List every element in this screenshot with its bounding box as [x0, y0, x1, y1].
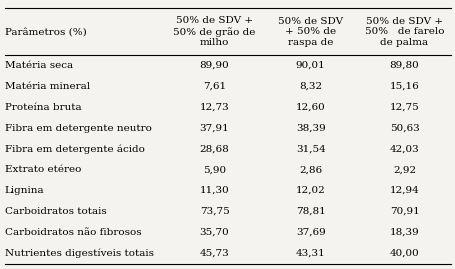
Text: 11,30: 11,30	[199, 186, 229, 195]
Text: 18,39: 18,39	[389, 228, 419, 237]
Text: 7,61: 7,61	[202, 82, 226, 91]
Text: 70,91: 70,91	[389, 207, 419, 216]
Text: 2,86: 2,86	[298, 165, 322, 174]
Text: Fibra em detergente ácido: Fibra em detergente ácido	[5, 144, 144, 154]
Text: Matéria seca: Matéria seca	[5, 61, 72, 70]
Text: 35,70: 35,70	[199, 228, 229, 237]
Text: 8,32: 8,32	[298, 82, 322, 91]
Text: 12,02: 12,02	[295, 186, 325, 195]
Text: 31,54: 31,54	[295, 144, 325, 153]
Text: Lignina: Lignina	[5, 186, 44, 195]
Text: 12,75: 12,75	[389, 103, 419, 112]
Text: 38,39: 38,39	[295, 124, 325, 133]
Text: 50% de SDV +
50%   de farelo
de palma: 50% de SDV + 50% de farelo de palma	[364, 17, 443, 47]
Text: Fibra em detergente neutro: Fibra em detergente neutro	[5, 124, 151, 133]
Text: Extrato etéreo: Extrato etéreo	[5, 165, 81, 174]
Text: 50,63: 50,63	[389, 124, 419, 133]
Text: 78,81: 78,81	[295, 207, 325, 216]
Text: 2,92: 2,92	[392, 165, 415, 174]
Text: Carboidratos não fibrosos: Carboidratos não fibrosos	[5, 228, 141, 237]
Text: 90,01: 90,01	[295, 61, 325, 70]
Text: 37,69: 37,69	[295, 228, 325, 237]
Text: Matéria mineral: Matéria mineral	[5, 82, 90, 91]
Text: 45,73: 45,73	[199, 249, 229, 258]
Text: 89,90: 89,90	[199, 61, 229, 70]
Text: 50% de SDV +
50% de grão de
milho: 50% de SDV + 50% de grão de milho	[173, 16, 255, 47]
Text: 50% de SDV
+ 50% de
raspa de: 50% de SDV + 50% de raspa de	[278, 17, 343, 47]
Text: Nutrientes digestíveis totais: Nutrientes digestíveis totais	[5, 249, 153, 258]
Text: 40,00: 40,00	[389, 249, 419, 258]
Text: 73,75: 73,75	[199, 207, 229, 216]
Text: 15,16: 15,16	[389, 82, 419, 91]
Text: Proteína bruta: Proteína bruta	[5, 103, 81, 112]
Text: 12,60: 12,60	[295, 103, 325, 112]
Text: 43,31: 43,31	[295, 249, 325, 258]
Text: Carboidratos totais: Carboidratos totais	[5, 207, 106, 216]
Text: 12,73: 12,73	[199, 103, 229, 112]
Text: 89,80: 89,80	[389, 61, 419, 70]
Text: 5,90: 5,90	[202, 165, 226, 174]
Text: 37,91: 37,91	[199, 124, 229, 133]
Text: 42,03: 42,03	[389, 144, 419, 153]
Text: Parâmetros (%): Parâmetros (%)	[5, 27, 86, 36]
Text: 12,94: 12,94	[389, 186, 419, 195]
Text: 28,68: 28,68	[199, 144, 229, 153]
